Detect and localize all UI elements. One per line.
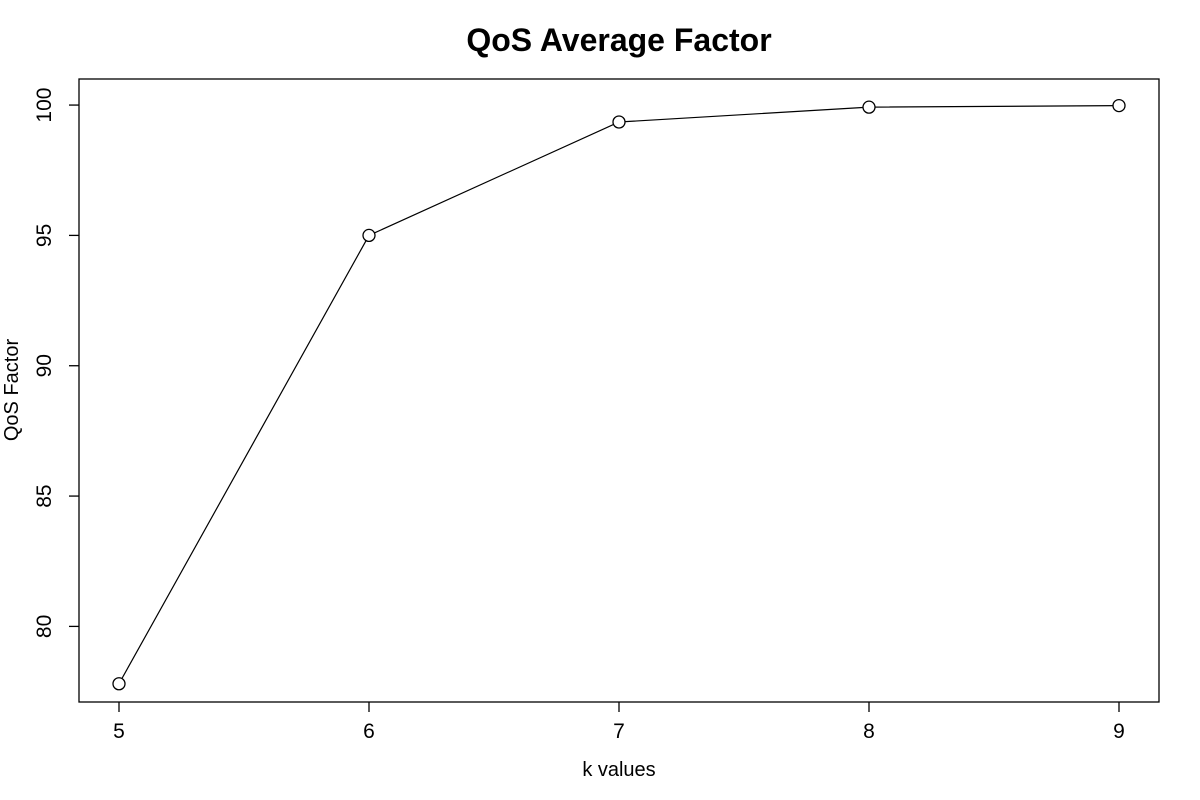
data-point xyxy=(862,100,876,114)
x-axis: 5 6 7 8 9 xyxy=(113,702,1125,743)
y-tick-label: 100 xyxy=(33,88,56,123)
y-tick-label: 90 xyxy=(33,354,56,377)
x-tick-label: 8 xyxy=(863,720,875,743)
y-tick-label: 95 xyxy=(33,224,56,247)
y-tick-label: 80 xyxy=(33,615,56,638)
data-point xyxy=(612,115,626,129)
data-point xyxy=(362,228,376,243)
y-axis: 80 85 90 95 100 xyxy=(33,88,79,638)
x-axis-label: k values xyxy=(582,759,655,781)
plot-frame xyxy=(78,78,1160,703)
chart-title: QoS Average Factor xyxy=(466,22,771,58)
data-point xyxy=(112,677,126,691)
x-tick-label: 5 xyxy=(113,720,125,743)
x-tick-label: 9 xyxy=(1113,720,1125,743)
series-line xyxy=(118,104,1120,685)
series-group xyxy=(112,98,1126,691)
data-point xyxy=(1112,98,1126,113)
y-tick-label: 85 xyxy=(33,484,56,507)
x-tick-label: 7 xyxy=(613,720,625,743)
x-tick-label: 6 xyxy=(363,720,375,743)
y-axis-label: QoS Factor xyxy=(1,339,23,442)
